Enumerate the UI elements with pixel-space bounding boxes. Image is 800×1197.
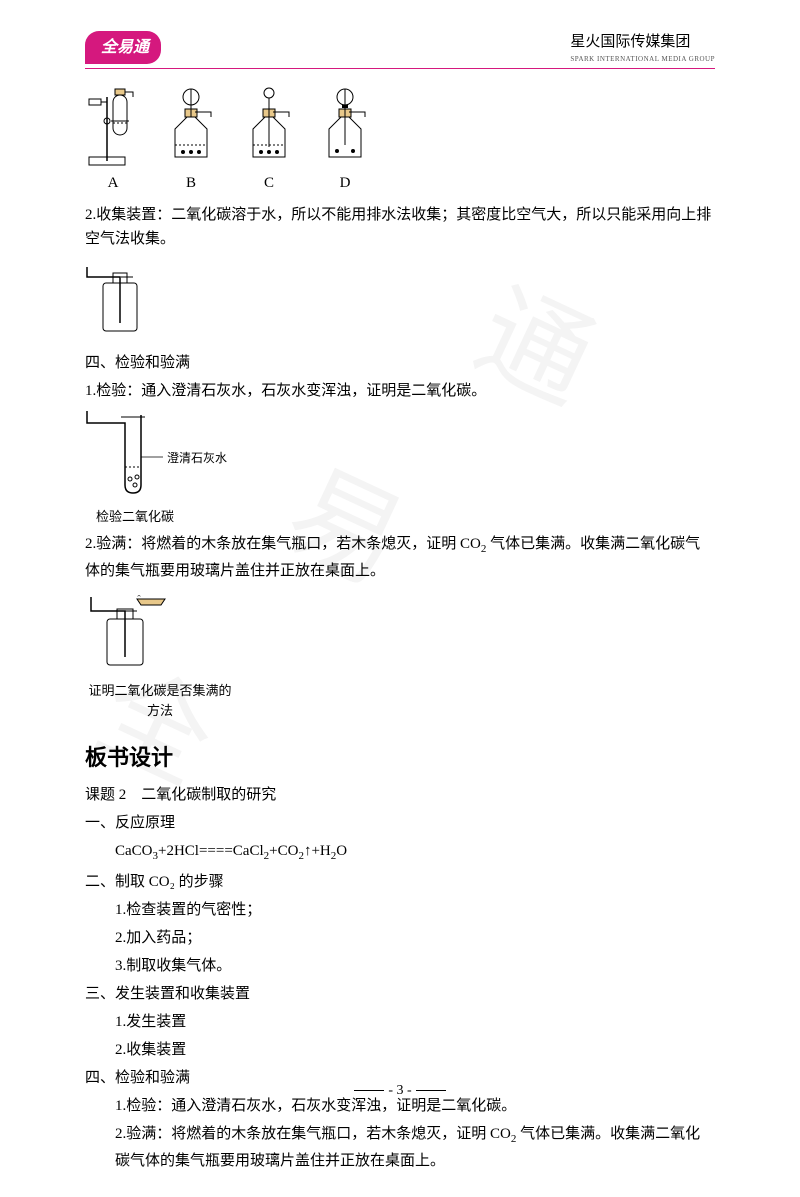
board-s2-title: 二、制取 CO₂ 的步骤 xyxy=(85,870,715,894)
header-right-sub: SPARK INTERNATIONAL MEDIA GROUP xyxy=(570,54,715,65)
board-s3-1: 1.发生装置 xyxy=(85,1010,715,1034)
apparatus-d: D xyxy=(317,87,373,195)
logo-badge: 全易通 xyxy=(85,31,161,65)
eq-e: O xyxy=(336,843,347,859)
section4-item1: 1.检验：通入澄清石灰水，石灰水变浑浊，证明是二氧化碳。 xyxy=(85,379,715,403)
s42a: 2.验满：将燃着的木条放在集气瓶口，若木条熄灭，证明 CO xyxy=(115,1126,511,1142)
board-s2-3: 3.制取收集气体。 xyxy=(85,954,715,978)
board-s3-2: 2.收集装置 xyxy=(85,1038,715,1062)
eq-d: ↑+H xyxy=(304,843,331,859)
eq-c: +CO xyxy=(269,843,298,859)
test-tube-figure: 澄清石灰水 检验二氧化碳 xyxy=(85,407,245,528)
test-tube-caption: 检验二氧化碳 xyxy=(85,507,185,528)
board-s2-2: 2.加入药品； xyxy=(85,926,715,950)
apparatus-c-svg xyxy=(241,87,297,167)
full-bottle-svg xyxy=(85,591,185,671)
apparatus-c: C xyxy=(241,87,297,195)
board-s4-title: 四、检验和验满 xyxy=(85,1066,715,1090)
header-right-text: 星火国际传媒集团 xyxy=(570,30,715,54)
apparatus-c-label: C xyxy=(241,171,297,195)
eq-a: CaCO xyxy=(115,843,153,859)
full-bottle-figure: 证明二氧化碳是否集满的方法 xyxy=(85,591,235,723)
apparatus-a-svg xyxy=(85,87,141,167)
apparatus-a-label: A xyxy=(85,171,141,195)
section2-body: 收集装置：二氧化碳溶于水，所以不能用排水法收集；其密度比空气大，所以只能采用向上… xyxy=(85,207,711,247)
section4-title: 四、检验和验满 xyxy=(85,351,715,375)
collection-bottle-svg xyxy=(85,259,155,339)
apparatus-row: A B C xyxy=(85,87,715,195)
header-publisher: 星火国际传媒集团 SPARK INTERNATIONAL MEDIA GROUP xyxy=(570,30,715,65)
apparatus-b-label: B xyxy=(161,171,221,195)
full-bottle-caption: 证明二氧化碳是否集满的方法 xyxy=(85,681,235,723)
section4-item2: 2.验满：将燃着的木条放在集气瓶口，若木条熄灭，证明 CO2 气体已集满。收集满… xyxy=(85,532,715,583)
collection-bottle xyxy=(85,259,715,347)
board-topic: 课题 2 二氧化碳制取的研究 xyxy=(85,783,715,807)
apparatus-d-label: D xyxy=(317,171,373,195)
header-divider xyxy=(85,68,715,69)
test-tube-label: 澄清石灰水 xyxy=(167,449,227,468)
section2-text: 2.收集装置：二氧化碳溶于水，所以不能用排水法收集；其密度比空气大，所以只能采用… xyxy=(85,203,715,251)
board-s3-title: 三、发生装置和收集装置 xyxy=(85,982,715,1006)
board-heading: 板书设计 xyxy=(85,740,715,775)
s4-2a: 2.验满：将燃着的木条放在集气瓶口，若木条熄灭，证明 CO xyxy=(85,536,481,552)
section2-num: 2. xyxy=(85,207,96,223)
board-s4-2: 2.验满：将燃着的木条放在集气瓶口，若木条熄灭，证明 CO2 气体已集满。收集满… xyxy=(85,1122,715,1173)
page-header: 全易通 星火国际传媒集团 SPARK INTERNATIONAL MEDIA G… xyxy=(85,30,715,65)
board-s2-1: 1.检查装置的气密性； xyxy=(85,898,715,922)
eq-b: +2HCl====CaCl xyxy=(158,843,264,859)
apparatus-a: A xyxy=(85,87,141,195)
board-s1-eq: CaCO3+2HCl====CaCl2+CO2↑+H2O xyxy=(85,839,715,866)
apparatus-b: B xyxy=(161,87,221,195)
board-s1-title: 一、反应原理 xyxy=(85,811,715,835)
board-s4-1: 1.检验：通入澄清石灰水，石灰水变浑浊，证明是二氧化碳。 xyxy=(85,1094,715,1118)
apparatus-b-svg xyxy=(161,87,221,167)
apparatus-d-svg xyxy=(317,87,373,167)
